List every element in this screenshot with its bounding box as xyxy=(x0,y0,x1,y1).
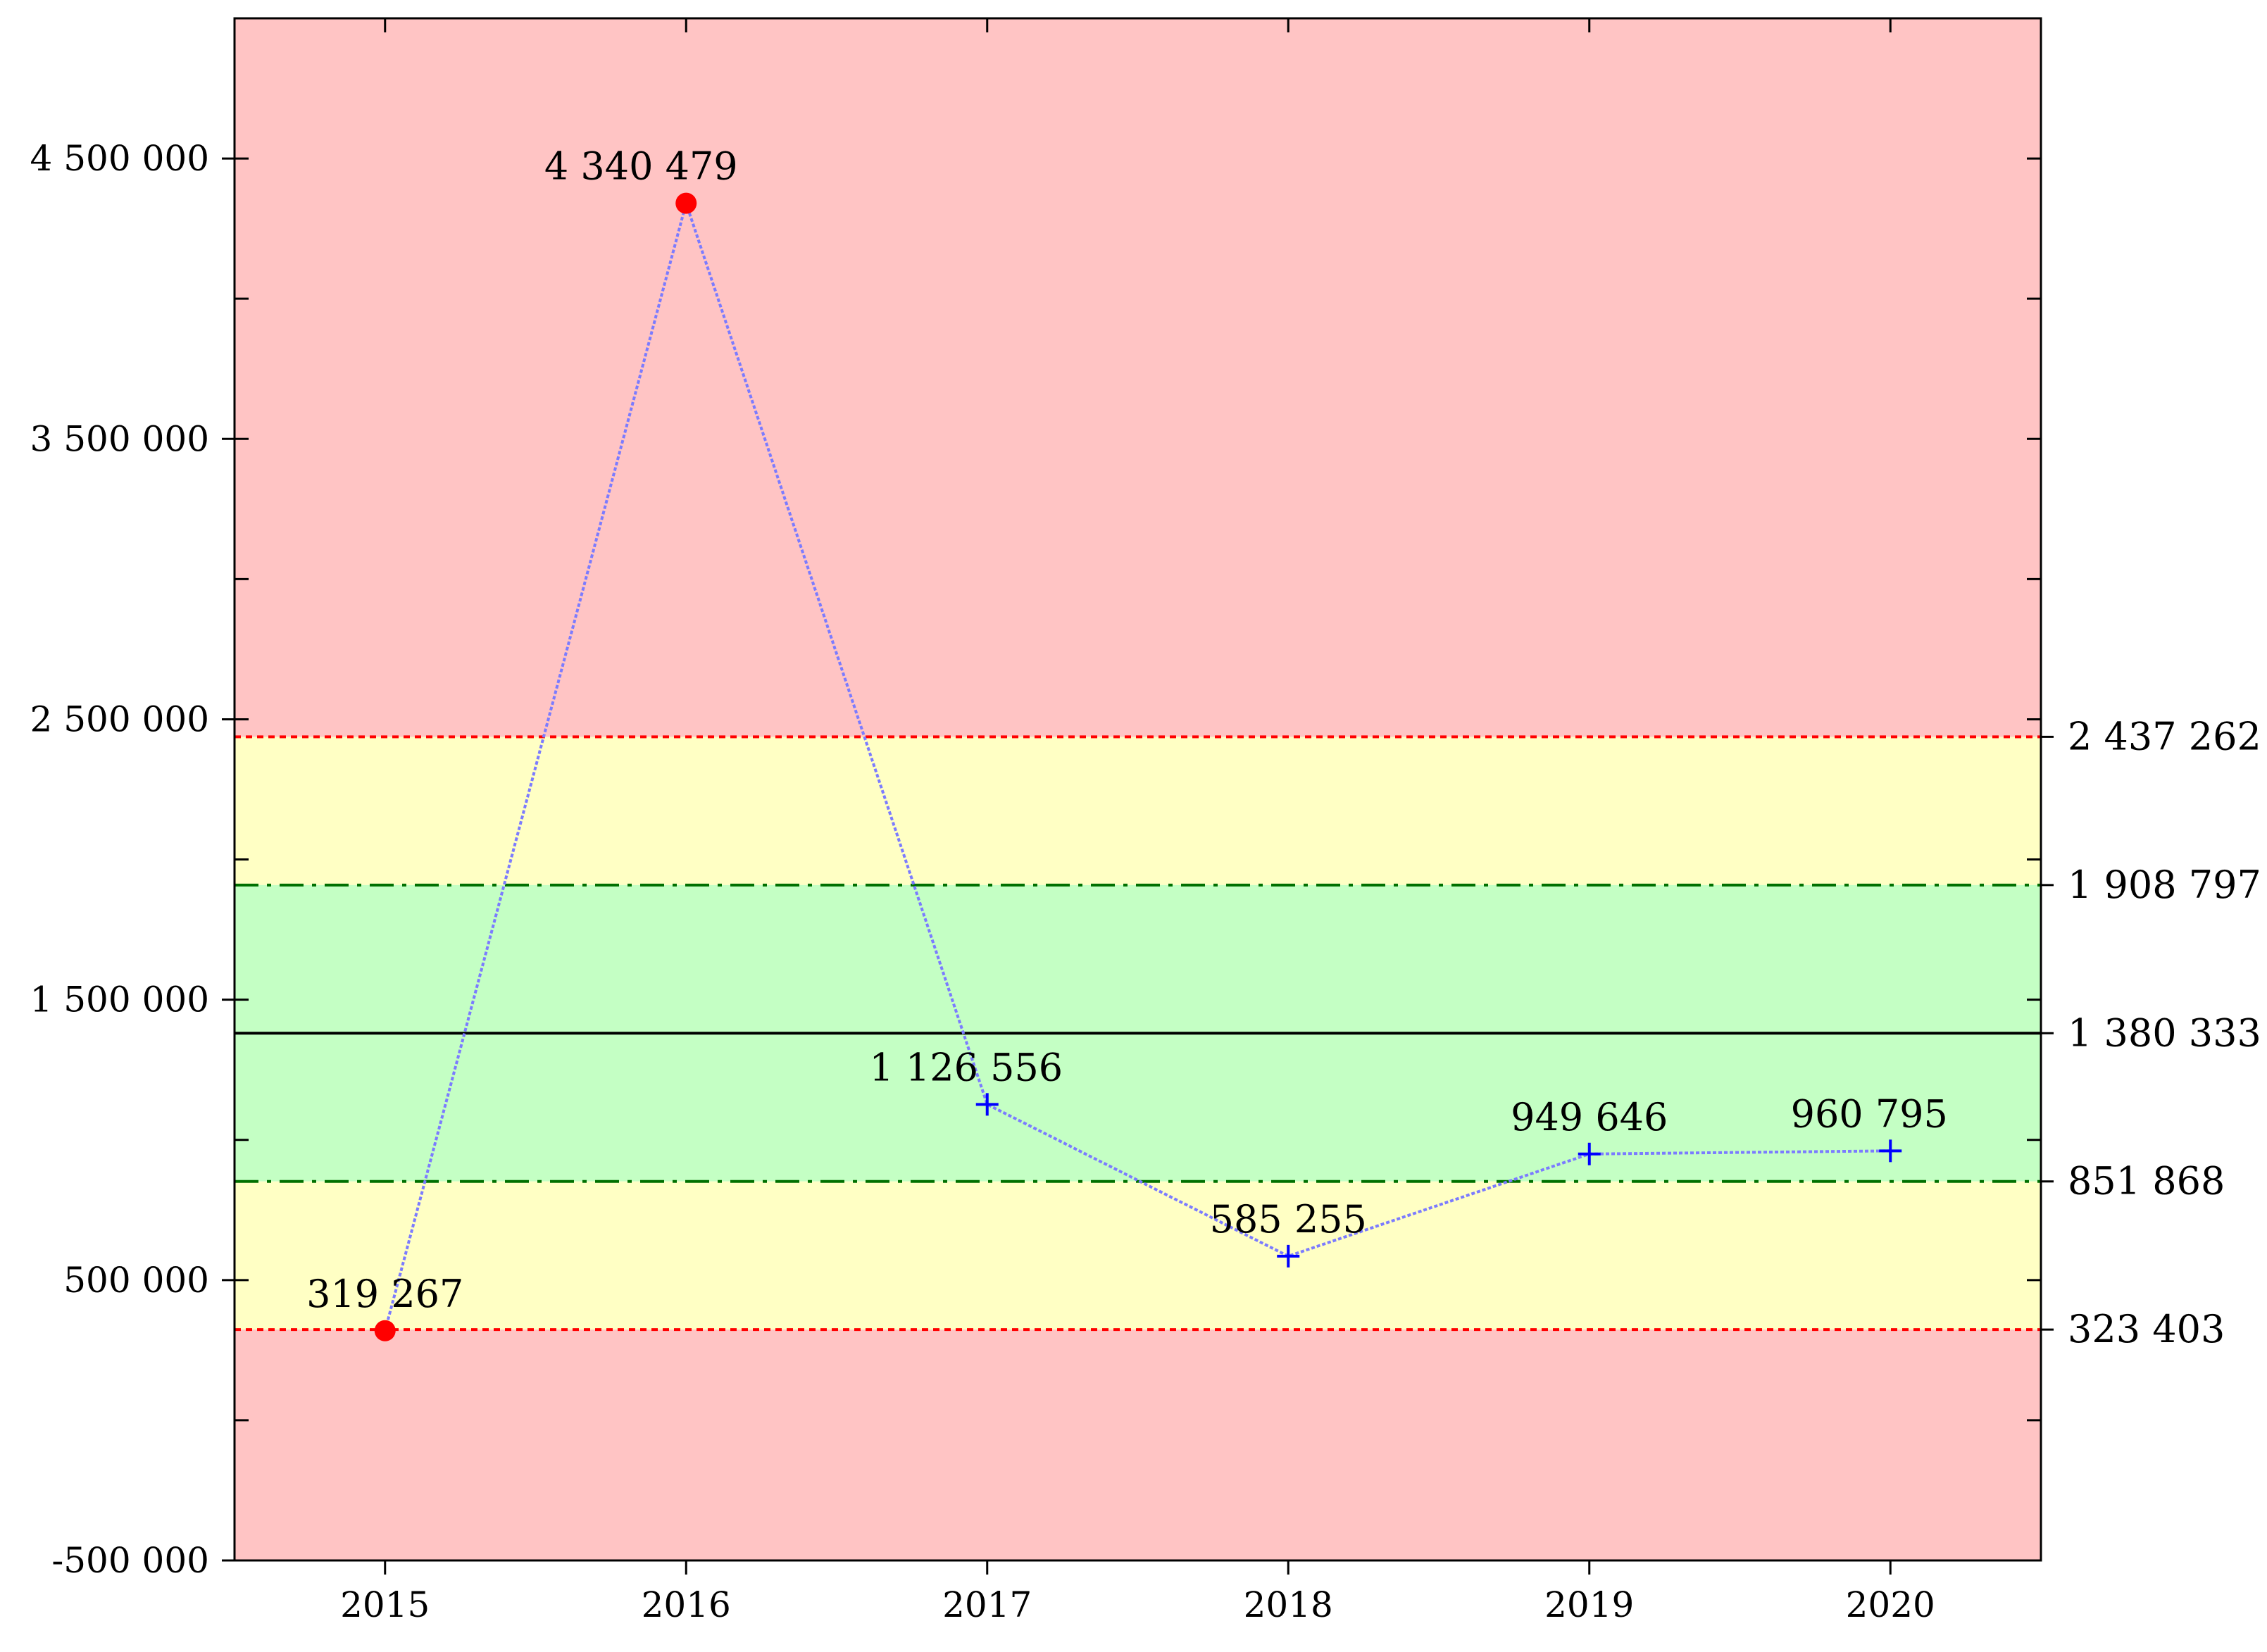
zone-upper-yellow xyxy=(235,737,2041,885)
lower-control-limit-label: 323 403 xyxy=(2068,1307,2225,1351)
limit-labels: 2 437 262 1 908 797 1 380 333 851 868 323 40… xyxy=(2041,714,2261,1351)
data-point xyxy=(1277,1244,1300,1268)
x-tick-label: 2017 xyxy=(942,1584,1032,1625)
y-tick-label: 1 500 000 xyxy=(30,980,209,1020)
data-label: 960 795 xyxy=(1791,1091,1948,1136)
lower-warning-limit-label: 851 868 xyxy=(2068,1159,2225,1203)
data-points xyxy=(374,192,1902,1341)
y-tick-label: -500 000 xyxy=(51,1540,209,1581)
data-point-alarm xyxy=(374,1320,396,1341)
data-labels: 319 267 4 340 479 1 126 556 585 255 949 646 9… xyxy=(306,144,1948,1316)
data-point xyxy=(975,1093,999,1116)
data-label: 4 340 479 xyxy=(544,144,738,189)
upper-warning-limit-label: 1 908 797 xyxy=(2068,863,2261,907)
x-tick-label: 2019 xyxy=(1544,1584,1634,1625)
x-axis: 2015 2016 2017 2018 2019 2020 xyxy=(340,18,1935,1625)
data-point-alarm xyxy=(675,192,697,214)
x-tick-label: 2020 xyxy=(1846,1584,1935,1625)
y-tick-label: 500 000 xyxy=(63,1260,209,1301)
data-label: 319 267 xyxy=(306,1272,463,1316)
y-tick-label: 2 500 000 xyxy=(30,699,209,739)
y-tick-label: 3 500 000 xyxy=(30,418,209,459)
x-tick-label: 2018 xyxy=(1244,1584,1333,1625)
data-point xyxy=(1578,1142,1601,1165)
data-label: 949 646 xyxy=(1511,1095,1668,1139)
plot-frame xyxy=(233,17,2042,1562)
zone-lower-red xyxy=(235,1329,2041,1560)
x-tick-label: 2016 xyxy=(642,1584,731,1625)
zone-upper-red xyxy=(235,18,2041,737)
center-line-label: 1 380 333 xyxy=(2068,1010,2261,1055)
zone-lower-yellow xyxy=(235,1181,2041,1330)
data-label: 1 126 556 xyxy=(869,1045,1063,1089)
data-point xyxy=(1879,1139,1902,1163)
y-tick-label: 4 500 000 xyxy=(30,138,209,179)
y-axis: 4 500 000 3 500 000 2 500 000 1 500 000 500 … xyxy=(30,17,2041,1581)
zone-bands xyxy=(235,18,2041,1560)
upper-control-limit-label: 2 437 262 xyxy=(2068,714,2261,758)
x-tick-label: 2015 xyxy=(340,1584,430,1625)
control-limit-lines xyxy=(235,735,2041,1332)
data-label: 585 255 xyxy=(1210,1197,1367,1241)
